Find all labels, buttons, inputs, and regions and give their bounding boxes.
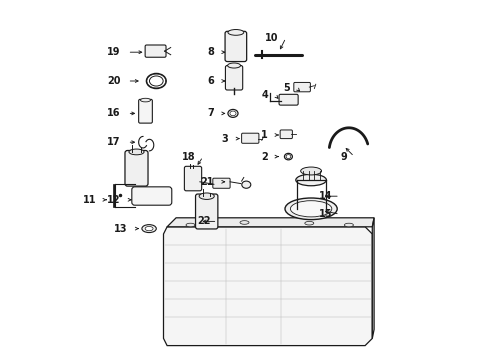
FancyBboxPatch shape <box>195 194 218 229</box>
Ellipse shape <box>240 221 248 224</box>
Ellipse shape <box>140 98 150 102</box>
Text: 16: 16 <box>106 108 120 118</box>
Text: 18: 18 <box>182 152 196 162</box>
Text: 20: 20 <box>106 76 120 86</box>
Ellipse shape <box>295 174 325 186</box>
Text: 10: 10 <box>264 33 278 43</box>
FancyBboxPatch shape <box>293 82 310 92</box>
Ellipse shape <box>185 223 195 227</box>
Text: 1: 1 <box>261 130 267 140</box>
FancyBboxPatch shape <box>184 166 201 191</box>
Ellipse shape <box>304 221 313 225</box>
Text: 14: 14 <box>319 191 332 201</box>
Ellipse shape <box>227 109 238 117</box>
Ellipse shape <box>284 153 292 160</box>
Ellipse shape <box>199 193 214 199</box>
Text: 5: 5 <box>282 83 289 93</box>
Ellipse shape <box>344 223 353 227</box>
FancyBboxPatch shape <box>280 130 292 139</box>
FancyBboxPatch shape <box>241 133 258 143</box>
FancyBboxPatch shape <box>212 178 230 188</box>
Text: 2: 2 <box>261 152 267 162</box>
Polygon shape <box>163 227 371 346</box>
Text: 3: 3 <box>221 134 228 144</box>
Polygon shape <box>371 218 373 338</box>
Text: 17: 17 <box>106 137 120 147</box>
Text: 7: 7 <box>207 108 213 118</box>
Ellipse shape <box>300 167 321 175</box>
Ellipse shape <box>227 30 244 35</box>
Ellipse shape <box>227 63 240 68</box>
Ellipse shape <box>129 149 144 155</box>
Text: 21: 21 <box>200 177 213 187</box>
Text: 12: 12 <box>106 195 120 205</box>
Ellipse shape <box>145 226 153 231</box>
Text: 6: 6 <box>207 76 213 86</box>
FancyBboxPatch shape <box>132 187 171 205</box>
Text: 8: 8 <box>206 47 213 57</box>
Text: 11: 11 <box>82 195 96 205</box>
Text: 9: 9 <box>340 152 346 162</box>
Text: 4: 4 <box>261 90 267 100</box>
Text: 22: 22 <box>196 216 210 226</box>
Text: 13: 13 <box>114 224 127 234</box>
FancyBboxPatch shape <box>139 99 152 123</box>
Text: 19: 19 <box>106 47 120 57</box>
Text: 15: 15 <box>319 209 332 219</box>
FancyBboxPatch shape <box>125 150 148 186</box>
Polygon shape <box>167 218 373 227</box>
FancyBboxPatch shape <box>224 31 246 62</box>
Ellipse shape <box>285 155 290 159</box>
FancyBboxPatch shape <box>145 45 166 57</box>
Ellipse shape <box>142 225 156 233</box>
Ellipse shape <box>285 198 337 220</box>
Bar <box>113 184 115 207</box>
Ellipse shape <box>290 201 331 217</box>
Ellipse shape <box>241 181 250 188</box>
FancyBboxPatch shape <box>225 66 242 90</box>
Ellipse shape <box>146 73 166 89</box>
Ellipse shape <box>229 111 236 116</box>
FancyBboxPatch shape <box>279 94 298 105</box>
Ellipse shape <box>149 76 163 86</box>
